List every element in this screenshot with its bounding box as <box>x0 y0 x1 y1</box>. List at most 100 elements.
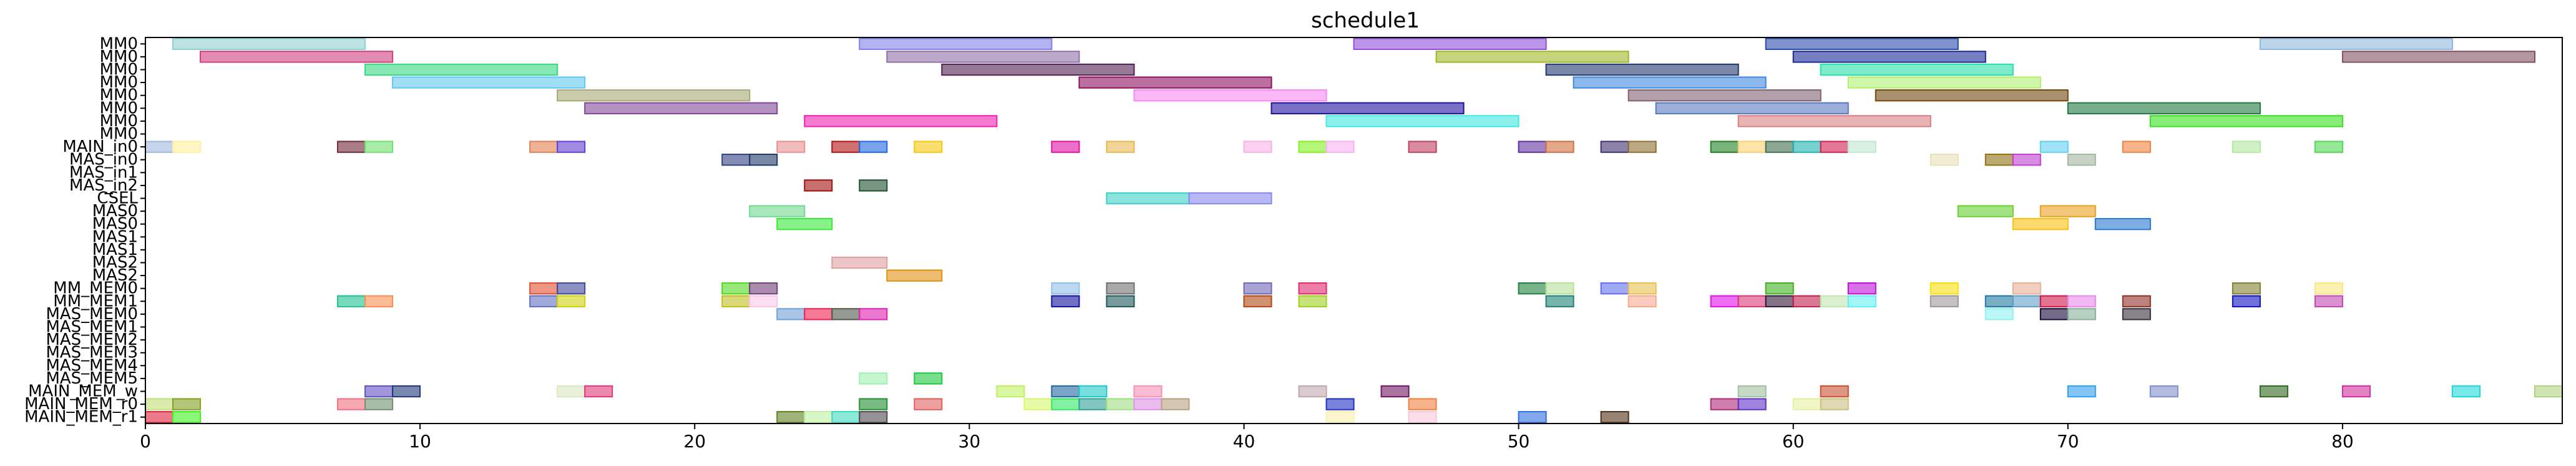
task-bar <box>145 141 174 153</box>
task-bar <box>2314 295 2343 307</box>
task-bar <box>2067 295 2096 307</box>
y-tick-label: MAS_MEM2 <box>46 330 138 349</box>
task-bar <box>1710 141 1739 153</box>
y-tick-label: MAS_in0 <box>69 151 138 169</box>
task-bar <box>1051 295 1080 307</box>
task-bar <box>1737 115 1931 127</box>
task-bar <box>2094 218 2151 231</box>
task-bar <box>1627 89 1822 102</box>
task-bar <box>2232 141 2261 153</box>
task-bar <box>2122 295 2151 307</box>
task-bar <box>2314 282 2343 295</box>
task-bar <box>1271 102 1465 114</box>
task-bar <box>1243 295 1272 307</box>
task-bar <box>1133 385 1163 398</box>
task-bar <box>557 295 586 307</box>
task-bar <box>364 295 394 307</box>
task-bar <box>1298 141 1327 153</box>
task-bar <box>1600 141 1629 153</box>
task-bar <box>529 282 559 295</box>
x-tick-label: 50 <box>1508 431 1530 452</box>
y-tick-label: MM0 <box>100 86 138 105</box>
task-bar <box>1655 102 1849 114</box>
x-tick-label: 10 <box>409 431 431 452</box>
task-bar <box>749 295 778 307</box>
task-bar <box>749 205 806 217</box>
task-bar <box>1984 154 2014 166</box>
task-bar <box>914 398 943 410</box>
task-bar <box>1573 76 1767 89</box>
task-bar <box>1820 295 1849 307</box>
task-bar <box>2012 282 2041 295</box>
task-bar <box>1792 141 1822 153</box>
task-bar <box>1545 141 1574 153</box>
task-bar <box>2122 141 2151 153</box>
task-bar <box>1051 385 1080 398</box>
task-bar <box>886 269 943 282</box>
task-bar <box>172 37 366 50</box>
task-bar <box>859 372 888 385</box>
task-bar <box>2341 385 2371 398</box>
y-tick-label: MM_MEM0 <box>53 279 138 298</box>
task-bar <box>1106 192 1190 205</box>
y-tick-label: MM0 <box>100 99 138 117</box>
task-bar <box>1600 411 1629 424</box>
task-bar <box>886 51 1080 63</box>
task-bar <box>1930 154 1959 166</box>
x-tick-label: 20 <box>683 431 706 452</box>
task-bar <box>1518 141 1547 153</box>
y-tick-label: MAIN_MEM_w <box>28 382 138 401</box>
task-bar <box>145 398 174 410</box>
x-tick-label: 30 <box>959 431 981 452</box>
task-bar <box>364 141 394 153</box>
y-tick-label: MAS_in1 <box>69 163 138 182</box>
task-bar <box>1847 282 1876 295</box>
task-bar <box>200 51 394 63</box>
task-bar <box>1710 295 1739 307</box>
task-bar <box>1051 282 1080 295</box>
task-bar <box>529 141 559 153</box>
task-bar <box>2451 385 2481 398</box>
task-bar <box>859 37 1053 50</box>
task-bar <box>776 141 806 153</box>
task-bar <box>2259 37 2453 50</box>
task-bar <box>1106 295 1135 307</box>
task-bar <box>2341 51 2535 63</box>
task-bar <box>1627 141 1657 153</box>
task-bar <box>859 411 888 424</box>
task-bar <box>1984 295 2014 307</box>
x-tick-label: 0 <box>140 431 151 452</box>
task-bar <box>2012 154 2041 166</box>
task-bar <box>2067 308 2096 320</box>
y-tick-label: MM0 <box>100 47 138 66</box>
task-bar <box>859 179 888 192</box>
y-tick-label: MAS0 <box>92 215 138 234</box>
y-tick-label: MAS2 <box>92 266 138 285</box>
task-bar <box>914 141 943 153</box>
task-bar <box>337 295 366 307</box>
y-tick-label: MAS_MEM0 <box>46 305 138 324</box>
task-bar <box>2122 308 2151 320</box>
task-bar <box>2314 141 2343 153</box>
task-bar <box>1408 411 1437 424</box>
task-bar <box>1765 37 1959 50</box>
task-bar <box>1408 398 1437 410</box>
task-bar <box>1792 51 1986 63</box>
x-tick-label: 40 <box>1233 431 1256 452</box>
task-bar <box>1243 141 1272 153</box>
task-bar <box>2259 385 2288 398</box>
task-bar <box>1408 141 1437 153</box>
task-bar <box>776 308 806 320</box>
x-axis: 0 10 20 30 40 50 60 70 80 <box>140 424 2354 452</box>
task-bar <box>1847 76 2041 89</box>
task-bar <box>392 76 586 89</box>
task-bar <box>804 411 833 424</box>
task-bar <box>364 398 394 410</box>
task-bar <box>1078 385 1108 398</box>
task-bar <box>1627 282 1657 295</box>
task-bar <box>1188 192 1272 205</box>
x-tick-label: 60 <box>1782 431 1805 452</box>
task-bar <box>749 282 778 295</box>
task-bar <box>1847 295 1876 307</box>
